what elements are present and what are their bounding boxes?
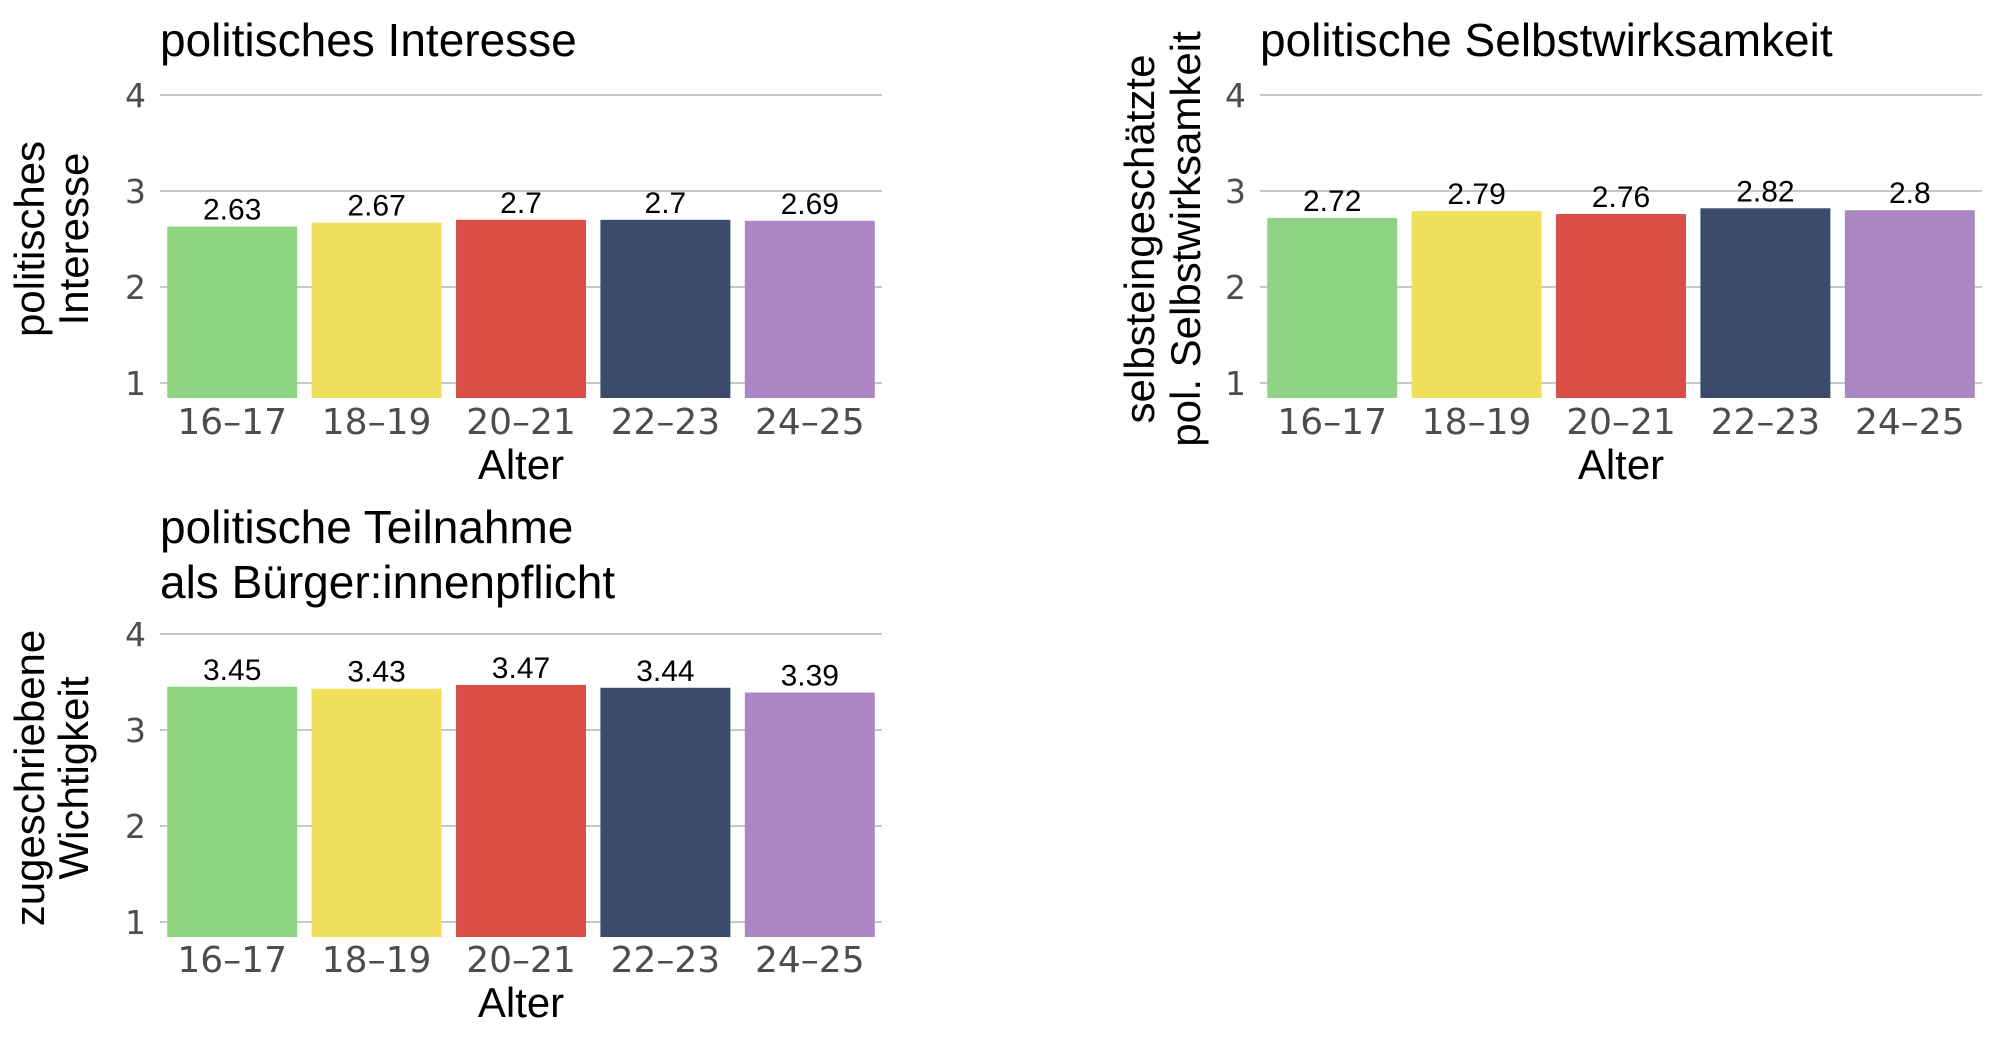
chart3-ytick-label: 1 — [125, 903, 146, 942]
chart2-bar — [1700, 208, 1831, 398]
chart3-xlabel: Alter — [478, 979, 564, 1026]
chart3-ylabel-line: zugeschriebene — [6, 630, 53, 927]
chart1-xtick-label: 16–17 — [177, 402, 287, 443]
chart2-bar — [1411, 211, 1542, 398]
chart2-data-label: 2.8 — [1889, 177, 1931, 210]
chart3-title: politische Teilnahme als Bürger:innenpfli… — [160, 501, 615, 608]
chart2-bar — [1556, 214, 1686, 398]
chart2-bar — [1844, 210, 1975, 398]
chart2-ylabel-line: pol. Selbstwirksamkeit — [1162, 31, 1209, 447]
chart3-bar — [167, 686, 298, 937]
chart3-data-label: 3.43 — [347, 656, 405, 689]
chart3-ylabel-line: Wichtigkeit — [50, 676, 97, 879]
chart1-data-label: 2.63 — [203, 194, 261, 227]
chart1-data-label: 2.69 — [781, 188, 839, 221]
chart1-bar — [744, 220, 875, 398]
chart2-xtick-label: 22–23 — [1711, 402, 1821, 443]
chart1-ytick-label: 1 — [125, 364, 146, 403]
chart1-data-label: 2.7 — [645, 187, 687, 220]
chart3-xtick-label: 22–23 — [611, 940, 721, 981]
chart1-xtick-label: 20–21 — [466, 402, 576, 443]
chart3-data-label: 3.45 — [203, 654, 261, 687]
chart2-data-label: 2.82 — [1736, 175, 1794, 208]
chart3-panel: politische Teilnahme als Bürger:innenpfli… — [6, 501, 882, 1026]
chart3-data-label: 3.39 — [781, 660, 839, 693]
chart3-xtick-label: 24–25 — [755, 940, 865, 981]
chart1-title: politisches Interesse — [160, 14, 577, 66]
chart1-xtick-label: 22–23 — [611, 402, 721, 443]
chart2-xtick-label: 24–25 — [1855, 402, 1965, 443]
chart2-data-label: 2.72 — [1303, 185, 1361, 218]
chart3-ytick-label: 3 — [125, 711, 146, 750]
chart2-title: politische Selbstwirksamkeit — [1260, 14, 1833, 66]
chart1-ylabel-line: Interesse — [50, 153, 97, 326]
chart2-data-label: 2.76 — [1592, 181, 1650, 214]
chart2-ytick-label: 3 — [1225, 172, 1246, 211]
chart2-xtick-label: 16–17 — [1277, 402, 1387, 443]
chart2-ytick-label: 4 — [1225, 76, 1246, 115]
chart3-ytick-label: 2 — [125, 807, 146, 846]
chart2-bar — [1267, 217, 1398, 398]
chart1-title-line: politisches Interesse — [160, 14, 577, 66]
chart1-bar — [167, 226, 298, 398]
chart3-bar — [456, 684, 586, 937]
chart3-data-label: 3.47 — [492, 652, 550, 685]
chart3-bar — [600, 687, 731, 937]
chart1-bar — [600, 219, 731, 398]
chart1-ytick-label: 4 — [125, 76, 146, 115]
chart3-xtick-label: 18–19 — [322, 940, 432, 981]
chart3-bar — [311, 688, 442, 937]
chart1-panel: politisches Interesse 1 2 3 4 politischesInte… — [6, 14, 882, 488]
chart3-title-line: als Bürger:innenpflicht — [160, 556, 615, 608]
chart3-ytick-label: 4 — [125, 615, 146, 654]
chart2-xtick-label: 20–21 — [1566, 402, 1676, 443]
chart1-ytick-label: 2 — [125, 268, 146, 307]
chart1-xlabel: Alter — [478, 441, 564, 488]
chart1-xtick-label: 24–25 — [755, 402, 865, 443]
chart2-panel: politische Selbstwirksamkeit 1 2 3 4 selbstei… — [1116, 14, 1982, 488]
chart3-title-line: politische Teilnahme — [160, 501, 573, 553]
chart2-xtick-label: 18–19 — [1422, 402, 1532, 443]
chart2-data-label: 2.79 — [1447, 178, 1505, 211]
chart2-ylabel-line: selbsteingeschätzte — [1116, 55, 1163, 424]
chart1-bar — [456, 219, 586, 398]
chart2-ytick-label: 1 — [1225, 364, 1246, 403]
chart1-ylabel-line: politisches — [6, 141, 53, 337]
chart1-bar — [311, 222, 442, 398]
chart2-ytick-label: 2 — [1225, 268, 1246, 307]
chart1-ytick-label: 3 — [125, 172, 146, 211]
chart1-data-label: 2.67 — [347, 190, 405, 223]
chart3-xtick-label: 20–21 — [466, 940, 576, 981]
chart3-bar — [744, 692, 875, 937]
chart3-xtick-label: 16–17 — [177, 940, 287, 981]
chart1-data-label: 2.7 — [500, 187, 542, 220]
chart2-title-line: politische Selbstwirksamkeit — [1260, 14, 1833, 66]
chart3-data-label: 3.44 — [636, 655, 694, 688]
chart2-xlabel: Alter — [1578, 441, 1664, 488]
chart1-xtick-label: 18–19 — [322, 402, 432, 443]
